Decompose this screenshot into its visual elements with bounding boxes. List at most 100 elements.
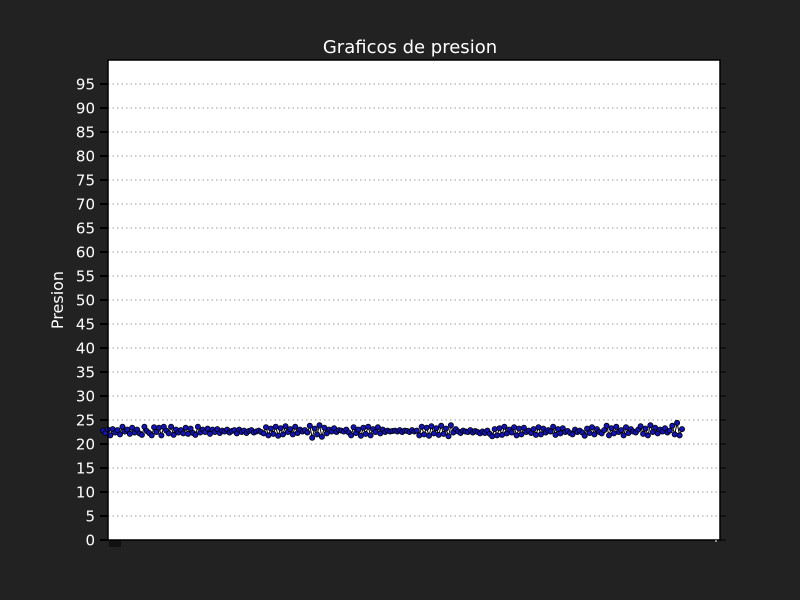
data-point <box>360 424 367 431</box>
data-point <box>287 426 294 433</box>
data-point <box>586 429 593 436</box>
gridlines <box>108 83 720 517</box>
data-point <box>537 431 544 438</box>
data-point <box>496 425 503 432</box>
data-point <box>442 425 449 432</box>
data-point <box>350 424 357 431</box>
y-tick-label: 35 <box>76 364 95 382</box>
data-point <box>289 431 296 438</box>
data-point <box>168 423 175 430</box>
data-point <box>262 424 269 431</box>
data-point <box>591 431 598 438</box>
y-tick-label: 95 <box>76 76 95 94</box>
data-point <box>306 422 313 429</box>
y-tick-label: 10 <box>76 484 95 502</box>
y-tick-label: 55 <box>76 268 95 286</box>
data-point <box>314 431 321 438</box>
data-point <box>676 432 683 439</box>
data-point <box>610 430 617 437</box>
data-point <box>151 424 158 431</box>
data-point <box>413 427 420 434</box>
data-point <box>265 432 272 439</box>
data-point <box>530 426 537 433</box>
data-point <box>491 426 498 433</box>
data-point <box>557 430 564 437</box>
data-point <box>362 430 369 437</box>
data-point <box>623 424 630 431</box>
data-point <box>126 430 133 437</box>
data-point <box>547 428 554 435</box>
data-point <box>421 431 428 438</box>
y-tick-label: 60 <box>76 244 95 262</box>
data-point <box>535 424 542 431</box>
y-axis-label: Presion <box>48 271 67 329</box>
data-point <box>117 431 124 438</box>
data-point <box>606 432 613 439</box>
data-point <box>304 429 311 436</box>
data-point <box>518 431 525 438</box>
y-tick-label: 30 <box>76 388 95 406</box>
data-point <box>550 423 557 430</box>
data-point <box>438 422 445 429</box>
y-tick-label: 15 <box>76 460 95 478</box>
data-point <box>182 424 189 431</box>
data-point <box>129 424 136 431</box>
y-tick-label: 5 <box>85 508 95 526</box>
data-point <box>148 432 155 439</box>
data-point <box>674 419 681 426</box>
data-point <box>153 428 160 435</box>
data-point <box>416 432 423 439</box>
data-point <box>180 430 187 437</box>
data-point <box>669 422 676 429</box>
y-tick-label: 80 <box>76 148 95 166</box>
data-point <box>652 424 659 431</box>
data-point <box>318 433 325 440</box>
data-point <box>433 425 440 432</box>
data-point <box>679 426 686 433</box>
data-point <box>552 431 559 438</box>
data-point <box>501 423 508 430</box>
data-point <box>316 422 323 429</box>
data-point <box>355 426 362 433</box>
data-point <box>589 424 596 431</box>
data-point <box>138 431 145 438</box>
data-point <box>158 432 165 439</box>
data-point <box>292 423 299 430</box>
data-point <box>603 422 610 429</box>
data-point <box>425 432 432 439</box>
y-tick-label: 70 <box>76 196 95 214</box>
y-tick-label: 40 <box>76 340 95 358</box>
data-point <box>620 432 627 439</box>
y-tick-label: 0 <box>85 532 95 550</box>
data-point <box>428 423 435 430</box>
data-point <box>165 430 172 437</box>
data-point <box>533 431 540 438</box>
data-point <box>637 423 644 430</box>
y-tick-label: 65 <box>76 220 95 238</box>
data-point <box>309 434 316 441</box>
data-point <box>647 422 654 429</box>
data-point <box>666 427 673 434</box>
data-point <box>311 425 318 432</box>
data-point <box>204 425 211 432</box>
data-point <box>282 423 289 430</box>
series-pressure <box>100 419 686 441</box>
data-point <box>642 425 649 432</box>
y-tick-label: 75 <box>76 172 95 190</box>
data-point <box>272 423 279 430</box>
chart-title: Graficos de presion <box>323 37 497 58</box>
y-tick-label: 45 <box>76 316 95 334</box>
data-point <box>348 432 355 439</box>
data-point <box>447 422 454 429</box>
data-point <box>185 430 192 437</box>
data-point <box>270 430 277 437</box>
data-point <box>489 433 496 440</box>
data-point <box>581 432 588 439</box>
data-point <box>192 431 199 438</box>
data-point <box>608 425 615 432</box>
data-point <box>119 423 126 430</box>
data-point <box>644 432 651 439</box>
data-point <box>435 431 442 438</box>
data-point <box>277 425 284 432</box>
